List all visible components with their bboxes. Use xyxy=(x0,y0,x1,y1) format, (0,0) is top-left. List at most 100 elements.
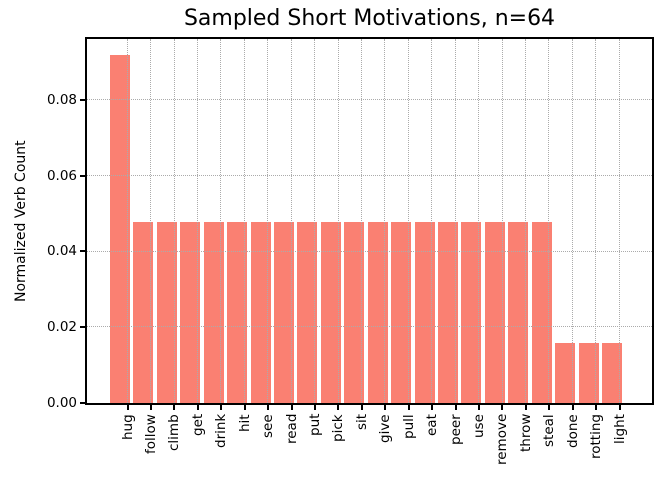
y-tick-mark xyxy=(80,326,85,329)
gridline-vertical xyxy=(595,39,597,403)
x-tick-mark xyxy=(454,405,457,410)
y-tick-mark xyxy=(80,402,85,404)
y-tick-label: 0.04 xyxy=(46,243,77,260)
x-tick-mark xyxy=(313,405,316,410)
x-tick-mark xyxy=(337,405,340,410)
bar-get xyxy=(180,221,201,403)
x-tick-mark xyxy=(548,405,551,410)
bar-put xyxy=(297,221,318,403)
bar-done xyxy=(555,342,576,403)
bar-steal xyxy=(531,221,552,403)
x-tick-mark xyxy=(149,405,152,410)
bar-see xyxy=(250,221,271,403)
x-tick-label: follow xyxy=(142,414,159,454)
gridline-vertical xyxy=(267,39,269,403)
x-tick-label: peer xyxy=(447,414,464,445)
gridline-vertical xyxy=(431,39,433,403)
gridline-vertical xyxy=(290,39,292,403)
gridline-vertical xyxy=(314,39,316,403)
x-tick-mark xyxy=(220,405,223,410)
gridline-vertical xyxy=(360,39,362,403)
x-tick-mark xyxy=(126,405,129,410)
gridline-vertical xyxy=(454,39,456,403)
x-tick-mark xyxy=(243,405,246,410)
x-tick-label: use xyxy=(470,414,487,438)
x-tick-mark xyxy=(360,405,363,410)
x-tick-label: throw xyxy=(517,414,534,453)
x-tick-label: hug xyxy=(119,414,136,440)
bar-hit xyxy=(227,221,248,403)
x-tick-label: get xyxy=(189,414,206,437)
x-tick-label: hit xyxy=(236,414,253,432)
x-tick-label: steal xyxy=(541,414,558,447)
x-tick-label: sit xyxy=(353,414,370,431)
bar-use xyxy=(461,221,482,403)
bar-rotting xyxy=(578,342,599,403)
x-tick-mark xyxy=(267,405,270,410)
bar-pick xyxy=(320,221,341,403)
bar-eat xyxy=(414,221,435,403)
gridline-vertical xyxy=(501,39,503,403)
bar-climb xyxy=(156,221,177,403)
gridline-vertical xyxy=(524,39,526,403)
x-tick-mark xyxy=(595,405,598,410)
x-tick-mark xyxy=(477,405,480,410)
gridline-vertical xyxy=(384,39,386,403)
gridline-vertical xyxy=(618,39,620,403)
gridline-vertical xyxy=(571,39,573,403)
x-tick-mark xyxy=(524,405,527,410)
y-tick-label: 0.08 xyxy=(46,91,77,108)
bar-peer xyxy=(438,221,458,403)
x-tick-mark xyxy=(431,405,434,410)
x-tick-mark xyxy=(618,405,621,410)
x-tick-mark xyxy=(290,405,293,410)
x-tick-label: light xyxy=(611,414,628,444)
x-tick-mark xyxy=(196,405,199,410)
bar-give xyxy=(367,221,388,403)
x-tick-mark xyxy=(501,405,504,410)
x-tick-label: remove xyxy=(494,414,511,466)
y-tick-mark xyxy=(80,250,85,253)
gridline-vertical xyxy=(220,39,222,403)
bar-read xyxy=(274,221,294,403)
bar-sit xyxy=(344,221,365,403)
gridline-horizontal xyxy=(87,174,652,176)
x-tick-label: eat xyxy=(424,414,441,436)
y-tick-label: 0.06 xyxy=(46,167,77,184)
y-tick-label: 0.00 xyxy=(46,395,77,411)
gridline-vertical xyxy=(337,39,339,403)
gridline-vertical xyxy=(548,39,550,403)
x-tick-label: give xyxy=(377,414,394,443)
bar-remove xyxy=(484,221,505,403)
x-tick-mark xyxy=(173,405,176,410)
x-tick-label: done xyxy=(564,414,581,448)
x-tick-label: rotting xyxy=(588,414,605,459)
gridline-horizontal xyxy=(87,326,652,328)
gridline-vertical xyxy=(478,39,480,403)
x-tick-mark xyxy=(571,405,574,410)
y-tick-mark xyxy=(80,98,85,101)
bar-follow xyxy=(133,221,154,403)
plot-inner xyxy=(87,39,652,403)
bar-pull xyxy=(391,221,412,403)
gridline-vertical xyxy=(407,39,409,403)
plot-area xyxy=(85,37,654,405)
gridline-horizontal xyxy=(87,250,652,252)
bar-hug xyxy=(110,54,130,403)
x-tick-label: read xyxy=(283,414,300,445)
gridline-vertical xyxy=(243,39,245,403)
x-tick-label: pick xyxy=(330,414,347,442)
x-tick-label: see xyxy=(260,414,277,438)
x-tick-label: put xyxy=(306,414,323,437)
bar-drink xyxy=(203,221,224,403)
x-tick-label: pull xyxy=(400,414,417,439)
gridline-vertical xyxy=(173,39,175,403)
bar-throw xyxy=(508,221,529,403)
gridline-vertical xyxy=(150,39,152,403)
y-tick-label: 0.02 xyxy=(46,319,77,336)
bar-light xyxy=(602,342,622,403)
y-tick-mark xyxy=(80,174,85,177)
gridline-vertical xyxy=(126,39,128,403)
x-tick-mark xyxy=(384,405,387,410)
